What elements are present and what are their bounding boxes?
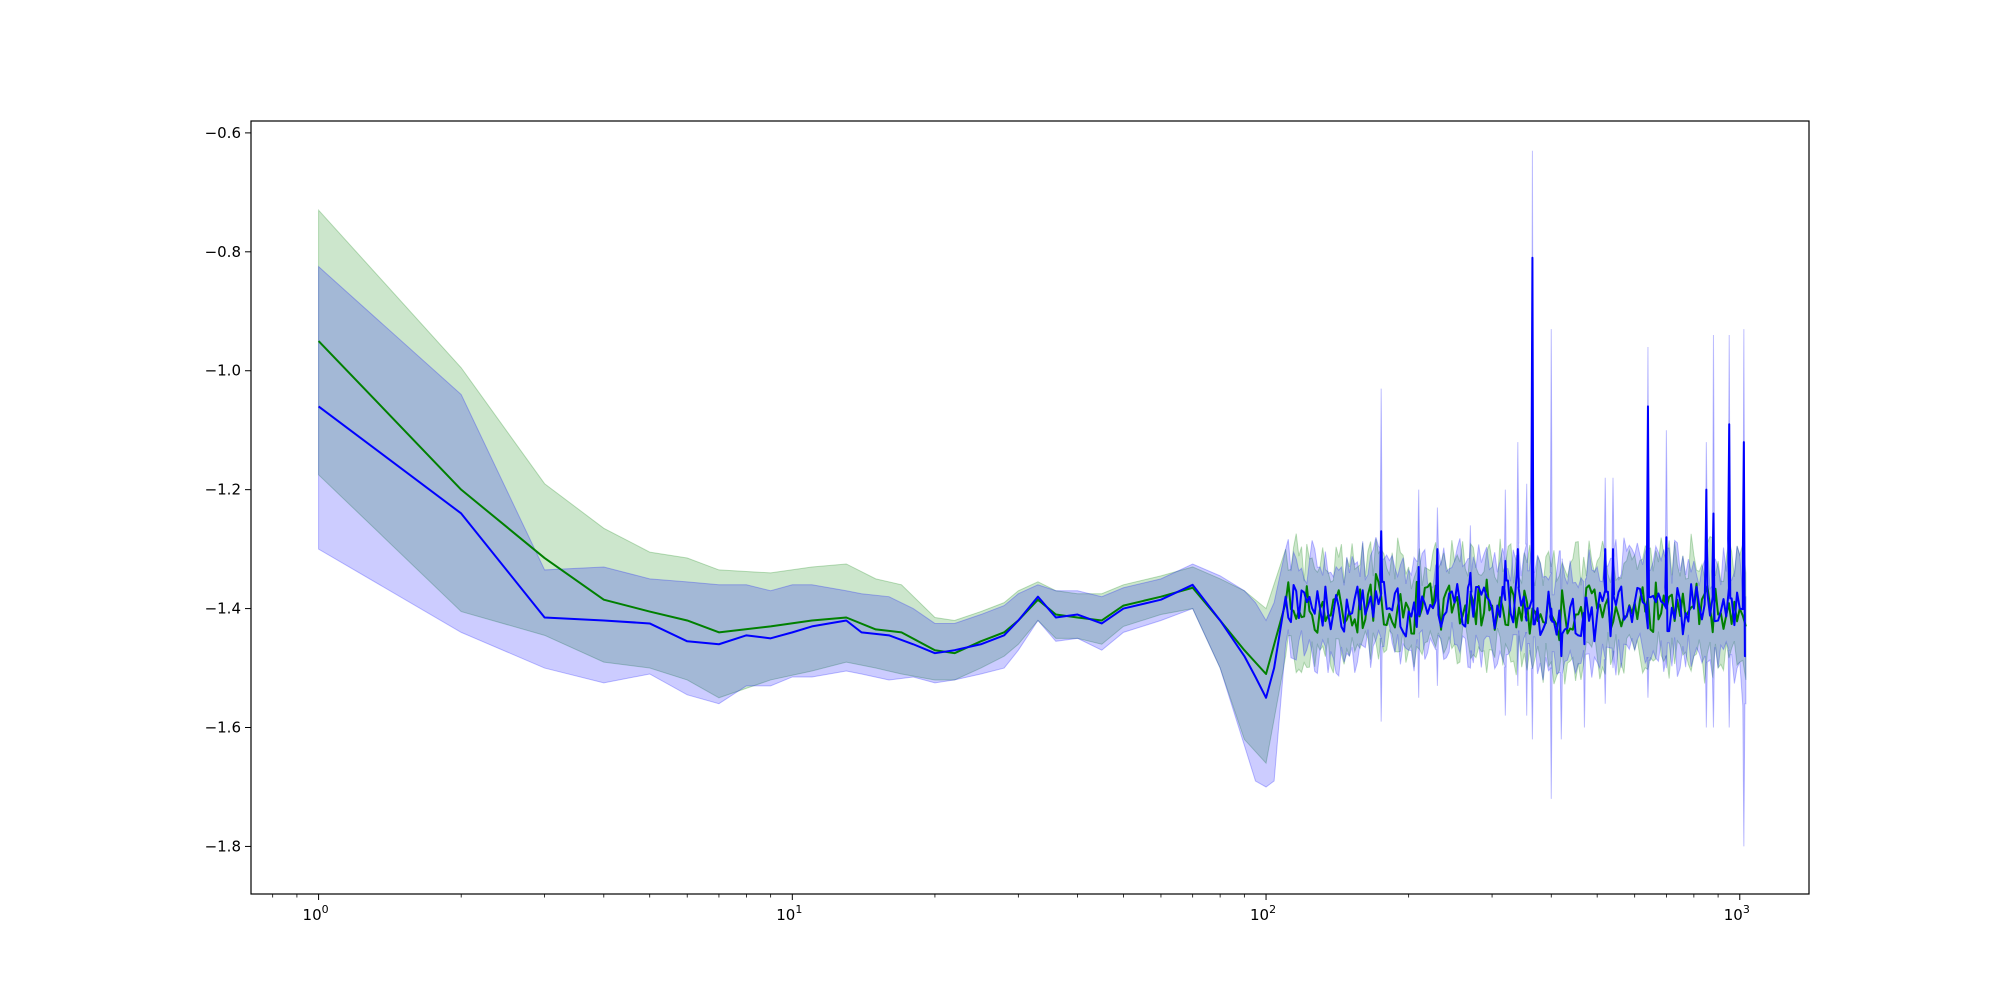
series-2-band — [318, 150, 1747, 847]
x-tick-label: 103 — [1724, 903, 1750, 924]
y-tick-label: −1.4 — [205, 600, 241, 618]
series-lines — [317, 256, 1747, 699]
y-tick-label: −1.0 — [205, 362, 241, 380]
y-axis: −0.6 −0.8 −1.0 −1.2 −1.4 −1.6 −1.8 — [205, 124, 251, 855]
series-1-band — [318, 208, 1747, 765]
x-axis: 100 101 102 103 — [272, 894, 1750, 924]
x-tick-label: 102 — [1250, 903, 1276, 924]
series-2-line — [317, 256, 1746, 699]
y-tick-label: −1.6 — [205, 719, 241, 737]
x-tick-label: 101 — [776, 903, 802, 924]
y-tick-label: −0.6 — [205, 124, 241, 142]
confidence-bands — [318, 150, 1747, 847]
x-tick-label: 100 — [303, 903, 329, 924]
y-tick-label: −1.2 — [205, 481, 241, 499]
y-tick-label: −1.8 — [205, 837, 241, 855]
plot-frame — [250, 120, 1810, 895]
y-tick-label: −0.8 — [205, 243, 241, 261]
